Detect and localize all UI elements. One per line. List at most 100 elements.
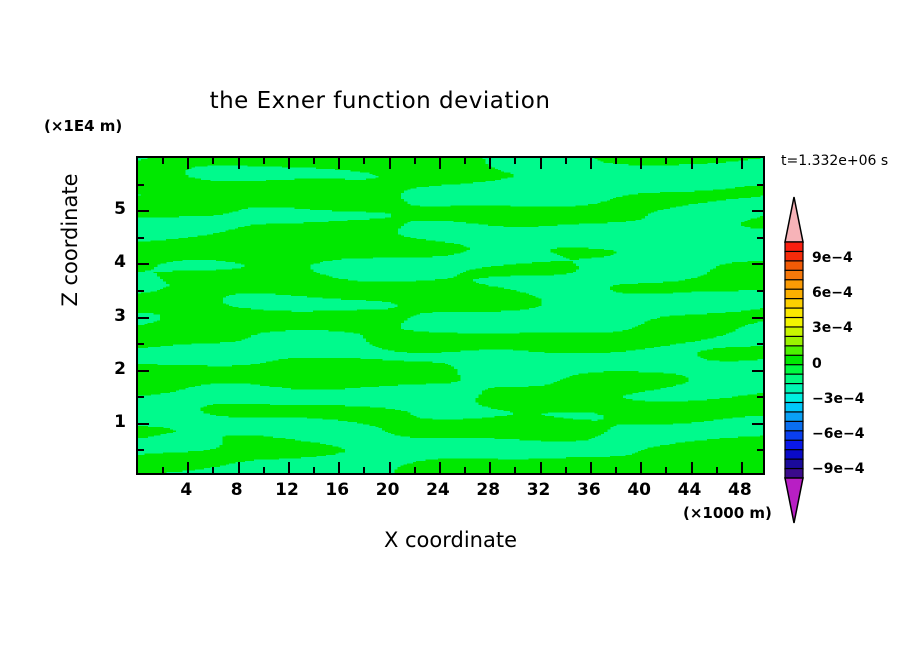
colorbar-band [784,420,804,432]
x-tick-mark [564,467,567,473]
x-tick-mark [539,158,542,169]
y-tick-mark [752,263,763,266]
colorbar-band [784,326,804,338]
y-axis-unit-label: (×1E4 m) [44,117,123,135]
y-tick-mark [138,289,144,292]
colorbar-extend-top [784,196,804,243]
x-tick-label: 8 [230,480,243,500]
x-tick-mark [187,462,190,473]
x-tick-mark [564,158,567,164]
colorbar-tick-label: −9e−4 [812,461,865,478]
x-tick-mark [388,158,391,169]
x-tick-mark [589,462,592,473]
x-tick-mark [363,467,366,473]
y-tick-mark [752,316,763,319]
y-tick-mark [757,289,763,292]
page-title: the Exner function deviation [209,88,551,114]
x-tick-mark [313,467,316,473]
colorbar-tick-label: 0 [812,355,822,372]
x-tick-mark [313,158,316,164]
x-tick-mark [287,462,290,473]
colorbar-band [784,373,804,385]
y-tick-mark [138,449,144,452]
colorbar-band [784,439,804,451]
x-tick-label: 4 [180,480,193,500]
x-tick-mark [690,462,693,473]
x-tick-mark [413,467,416,473]
y-tick-mark [138,210,149,213]
y-tick-mark [752,369,763,372]
x-tick-mark [539,462,542,473]
colorbar-band [784,279,804,291]
x-tick-mark [665,158,668,164]
colorbar-band [784,345,804,357]
x-tick-label: 28 [476,480,501,500]
x-tick-mark [715,158,718,164]
x-tick-mark [740,158,743,169]
colorbar-band [784,401,804,413]
x-tick-mark [287,158,290,169]
colorbar-band [784,298,804,310]
colorbar-band [784,449,804,461]
x-tick-mark [388,462,391,473]
x-tick-label: 36 [577,480,601,500]
x-tick-label: 44 [677,480,702,500]
colorbar-band [784,307,804,319]
plot-area [136,156,765,475]
colorbar-band [784,458,804,470]
x-tick-mark [338,462,341,473]
colorbar-band [784,250,804,262]
x-tick-mark [690,158,693,169]
colorbar-band [784,467,804,479]
y-tick-label: 1 [114,411,126,432]
x-tick-label: 16 [325,480,350,500]
y-tick-mark [138,396,144,399]
y-tick-mark [138,369,149,372]
x-tick-mark [715,467,718,473]
colorbar-extend-bottom [784,477,804,524]
colorbar-band [784,288,804,300]
x-tick-mark [640,462,643,473]
x-tick-label: 48 [727,480,752,500]
x-axis-title: X coordinate [383,528,518,552]
x-tick-label: 40 [627,480,652,500]
x-tick-mark [162,158,165,164]
x-tick-mark [413,158,416,164]
colorbar-tick-label: 9e−4 [812,250,853,266]
contour-field [138,158,763,473]
colorbar-band [784,411,804,423]
x-tick-mark [464,467,467,473]
x-tick-mark [489,158,492,169]
y-tick-mark [138,422,149,425]
timestamp-label: t=1.332e+06 s [781,153,889,169]
x-tick-mark [615,158,618,164]
x-tick-mark [212,467,215,473]
x-tick-label: 24 [426,480,450,500]
y-tick-mark [752,422,763,425]
x-tick-mark [212,158,215,164]
x-tick-mark [464,158,467,164]
x-tick-mark [589,158,592,169]
colorbar-band [784,335,804,347]
x-tick-label: 20 [375,480,400,500]
y-tick-mark [138,343,144,346]
colorbar-band [784,316,804,328]
colorbar [782,196,806,524]
x-tick-label: 12 [275,480,299,500]
y-tick-label: 2 [114,358,126,379]
x-tick-mark [187,158,190,169]
colorbar-band [784,392,804,404]
colorbar-band [784,383,804,395]
colorbar-tick-label: 6e−4 [812,285,853,302]
y-axis-title: Z coordinate [58,173,82,307]
x-tick-mark [162,467,165,473]
x-tick-label: 32 [526,480,551,500]
y-tick-mark [752,210,763,213]
y-tick-mark [757,236,763,239]
y-tick-mark [757,343,763,346]
colorbar-tick-label: −6e−4 [812,426,865,442]
colorbar-band [784,364,804,376]
y-tick-label: 5 [114,199,126,220]
y-tick-mark [138,236,144,239]
x-tick-mark [438,462,441,473]
